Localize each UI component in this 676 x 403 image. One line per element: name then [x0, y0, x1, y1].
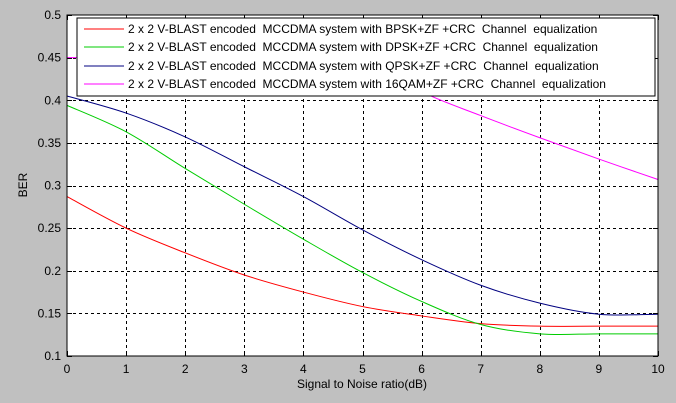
- legend-item: 2 x 2 V-BLAST encoded MCCDMA system with…: [84, 59, 599, 73]
- legend-item: 2 x 2 V-BLAST encoded MCCDMA system with…: [84, 40, 598, 54]
- x-tick-label: 5: [359, 362, 366, 376]
- legend: 2 x 2 V-BLAST encoded MCCDMA system with…: [76, 17, 656, 97]
- x-tick-label: 8: [536, 362, 543, 376]
- x-tick-label: 10: [651, 362, 665, 376]
- legend-item: 2 x 2 V-BLAST encoded MCCDMA system with…: [84, 22, 597, 36]
- x-tick-labels: 0 1 2 3 4 5 6 7 8 9 10: [64, 362, 665, 376]
- x-tick-label: 6: [418, 362, 425, 376]
- legend-label: 2 x 2 V-BLAST encoded MCCDMA system with…: [128, 40, 598, 54]
- y-tick-label: 0.5: [44, 8, 61, 22]
- legend-label: 2 x 2 V-BLAST encoded MCCDMA system with…: [128, 59, 599, 73]
- y-tick-label: 0.1: [44, 349, 61, 363]
- legend-item: 2 x 2 V-BLAST encoded MCCDMA system with…: [84, 77, 606, 91]
- series-line: [66, 104, 658, 336]
- legend-label: 2 x 2 V-BLAST encoded MCCDMA system with…: [128, 22, 597, 36]
- x-tick-label: 4: [300, 362, 307, 376]
- series-lines: [66, 54, 659, 336]
- legend-label: 2 x 2 V-BLAST encoded MCCDMA system with…: [128, 77, 606, 91]
- y-tick-label: 0.25: [38, 221, 62, 235]
- y-tick-labels: 0.1 0.15 0.2 0.25 0.3 0.35 0.4 0.45 0.5: [38, 8, 62, 363]
- x-axis-title: Signal to Noise ratio(dB): [297, 377, 427, 391]
- plot-frame: [66, 14, 659, 357]
- x-tick-label: 2: [182, 362, 189, 376]
- x-tick-label: 9: [596, 362, 603, 376]
- x-tick-label: 7: [477, 362, 484, 376]
- x-tick-label: 0: [64, 362, 71, 376]
- y-axis-title: BER: [16, 172, 30, 197]
- y-tick-label: 0.45: [38, 51, 62, 65]
- y-tick-label: 0.15: [38, 306, 62, 320]
- series-line: [66, 95, 659, 316]
- x-tick-label: 3: [241, 362, 248, 376]
- y-tick-label: 0.3: [44, 179, 61, 193]
- x-tick-label: 1: [123, 362, 130, 376]
- series-line: [66, 196, 658, 327]
- y-tick-label: 0.35: [38, 136, 62, 150]
- legend-box: [76, 17, 656, 97]
- y-tick-label: 0.4: [44, 93, 61, 107]
- y-tick-label: 0.2: [44, 264, 61, 278]
